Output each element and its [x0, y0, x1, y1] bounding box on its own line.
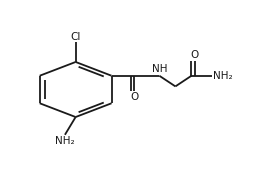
Text: NH₂: NH₂	[213, 71, 233, 81]
Text: Cl: Cl	[70, 32, 81, 42]
Text: NH₂: NH₂	[55, 136, 75, 146]
Text: NH: NH	[152, 64, 168, 74]
Text: O: O	[191, 50, 199, 60]
Text: O: O	[130, 92, 139, 102]
